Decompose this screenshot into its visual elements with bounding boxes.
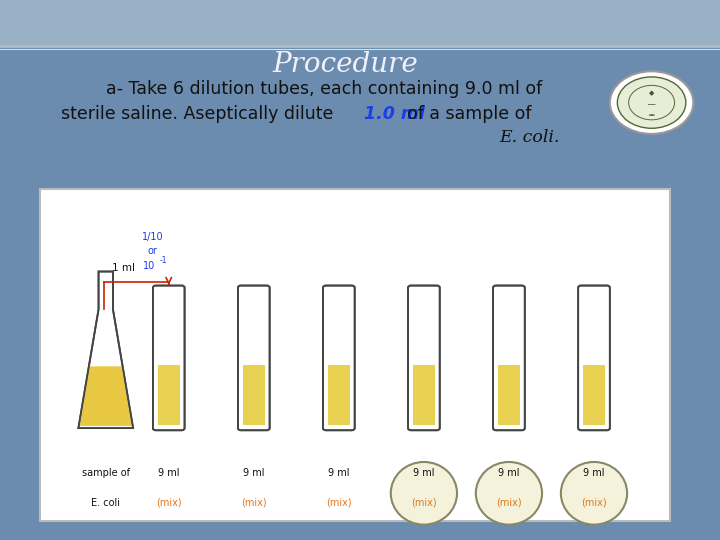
Text: (mix): (mix) [241, 498, 266, 508]
Circle shape [617, 77, 686, 129]
Text: -1: -1 [160, 256, 168, 265]
Circle shape [610, 71, 693, 134]
Text: 9 ml: 9 ml [583, 468, 605, 478]
Text: sterile saline. Aseptically dilute: sterile saline. Aseptically dilute [61, 105, 333, 124]
Text: 1.0 ml: 1.0 ml [364, 105, 425, 124]
FancyBboxPatch shape [153, 286, 184, 430]
Ellipse shape [476, 462, 542, 525]
Text: ◆: ◆ [649, 90, 654, 96]
Text: 9 ml: 9 ml [158, 468, 179, 478]
Bar [583, 365, 605, 426]
Text: E. coli.: E. coli. [499, 129, 559, 146]
Text: 1 ml: 1 ml [112, 262, 135, 273]
Text: 9 ml: 9 ml [413, 468, 435, 478]
Text: or: or [148, 246, 158, 255]
Text: (mix): (mix) [326, 498, 351, 508]
Ellipse shape [391, 462, 457, 525]
FancyBboxPatch shape [408, 286, 440, 430]
FancyBboxPatch shape [493, 286, 525, 430]
Text: (mix): (mix) [581, 498, 607, 508]
Text: (mix): (mix) [411, 498, 437, 508]
Text: a- Take 6 dilution tubes, each containing 9.0 ml of: a- Take 6 dilution tubes, each containin… [106, 80, 542, 98]
Text: 10: 10 [143, 261, 155, 271]
Text: 1/10: 1/10 [142, 232, 163, 242]
Bar [413, 365, 435, 426]
Polygon shape [80, 366, 132, 426]
Text: ──: ── [647, 102, 656, 109]
Text: Procedure: Procedure [273, 51, 418, 78]
Text: sample of: sample of [82, 468, 130, 478]
Ellipse shape [561, 462, 627, 525]
Bar [498, 365, 520, 426]
FancyBboxPatch shape [323, 286, 355, 430]
Text: (mix): (mix) [156, 498, 181, 508]
Text: of a sample of: of a sample of [407, 105, 531, 124]
FancyBboxPatch shape [40, 189, 670, 521]
Text: 9 ml: 9 ml [243, 468, 264, 478]
Bar [243, 365, 265, 426]
Text: (mix): (mix) [496, 498, 522, 508]
Text: 9 ml: 9 ml [328, 468, 350, 478]
Text: E. coli: E. coli [91, 498, 120, 508]
Bar [328, 365, 350, 426]
FancyBboxPatch shape [0, 0, 720, 46]
Text: 9 ml: 9 ml [498, 468, 520, 478]
Text: ══: ══ [648, 113, 655, 119]
FancyBboxPatch shape [578, 286, 610, 430]
Polygon shape [78, 272, 133, 428]
FancyBboxPatch shape [238, 286, 269, 430]
Bar [158, 365, 179, 426]
